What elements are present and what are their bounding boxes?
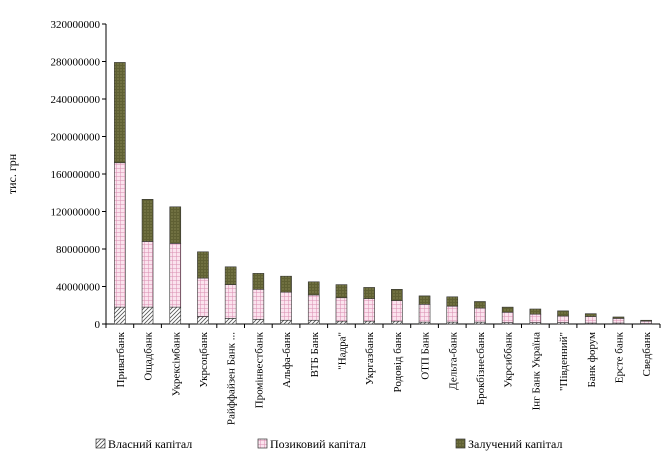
bar-segment — [336, 321, 347, 324]
bar-segment — [281, 276, 292, 292]
bar-segment — [391, 301, 402, 322]
x-tick-label: Приватбанк — [115, 331, 127, 387]
y-axis-title: тис. грн — [5, 153, 19, 194]
x-tick-label: Укргазбанк — [364, 331, 376, 385]
legend-label: Власний капітал — [108, 437, 192, 451]
x-tick-label: "Південний" — [558, 332, 570, 391]
legend-swatch — [258, 439, 267, 448]
bar-segment — [225, 267, 236, 285]
bar-segment — [558, 316, 569, 323]
bar-segment — [281, 320, 292, 324]
bar-segment — [502, 312, 513, 322]
bar-segment — [253, 273, 264, 289]
legend: Власний капітал Позиковий капітал Залучени… — [96, 437, 562, 451]
labels: 0 40000000 80000000 120000000 160000000 20000… — [5, 19, 653, 425]
bar-segment — [558, 311, 569, 316]
bar-segment — [530, 309, 541, 314]
bar-segment — [336, 298, 347, 321]
x-tick-label: Промінвестбанк — [253, 331, 265, 408]
x-tick-label: Укрексімбанк — [170, 331, 182, 396]
bar-segment — [308, 282, 319, 295]
x-tick-label: Інг Банк Україна — [530, 332, 542, 410]
y-tick-label: 200000000 — [51, 132, 101, 144]
bar-segment — [364, 299, 375, 322]
bar-segment — [364, 321, 375, 324]
axes — [102, 24, 660, 328]
bars — [114, 62, 651, 324]
y-tick-label: 0 — [95, 319, 101, 331]
x-tick-label: Райффайзен Банк ... — [226, 332, 238, 425]
y-tick-label: 80000000 — [56, 244, 101, 256]
x-tick-label: ВТБ Банк — [309, 331, 321, 377]
bar-segment — [447, 306, 458, 322]
bar-segment — [197, 317, 208, 325]
bar-segment — [585, 317, 596, 324]
x-tick-label: Ощадбанк — [143, 331, 155, 380]
x-tick-label: "Надра" — [336, 332, 348, 370]
bar-segment — [641, 320, 652, 321]
x-tick-label: Банк форум — [586, 332, 598, 388]
y-tick-label: 280000000 — [51, 57, 101, 69]
x-tick-label: Укрсиббанк — [503, 331, 515, 387]
bar-segment — [253, 319, 264, 324]
x-tick-label: ОТП Банк — [420, 331, 432, 379]
bar-segment — [391, 289, 402, 300]
bar-segment — [308, 320, 319, 324]
bar-segment — [114, 62, 125, 162]
legend-swatch — [456, 439, 465, 448]
bar-segment — [585, 314, 596, 317]
bar-segment — [308, 295, 319, 320]
x-tick-label: Укрсоцбанк — [198, 331, 210, 387]
bar-segment — [281, 292, 292, 320]
legend-swatch — [96, 439, 105, 448]
x-tick-label: Родовід банк — [392, 331, 404, 392]
bar-segment — [364, 287, 375, 298]
x-tick-label: Альфа-банк — [281, 331, 293, 387]
bar-segment — [142, 242, 153, 308]
bar-segment — [197, 278, 208, 316]
bar-segment — [641, 321, 652, 323]
bar-segment — [391, 321, 402, 324]
bar-segment — [225, 285, 236, 319]
legend-label: Залучений капітал — [468, 437, 562, 451]
y-tick-label: 40000000 — [56, 282, 101, 294]
bar-segment — [253, 289, 264, 319]
bar-segment — [114, 163, 125, 307]
bar-segment — [336, 285, 347, 298]
bar-segment — [613, 317, 624, 318]
bar-segment — [474, 308, 485, 322]
bar-segment — [613, 318, 624, 323]
y-tick-label: 120000000 — [51, 207, 101, 219]
bar-segment — [142, 307, 153, 324]
bar-segment — [170, 207, 181, 244]
bar-segment — [170, 243, 181, 307]
bar-segment — [114, 307, 125, 324]
bar-segment — [197, 252, 208, 278]
bar-segment — [474, 302, 485, 309]
bar-segment — [530, 314, 541, 322]
legend-label: Позиковий капітал — [270, 437, 366, 451]
y-tick-label: 160000000 — [51, 169, 101, 181]
y-tick-label: 240000000 — [51, 94, 101, 106]
x-tick-label: Дельта-банк — [447, 331, 459, 389]
x-tick-label: Брокбізнесбанк — [475, 331, 487, 405]
y-tick-label: 320000000 — [51, 19, 101, 31]
bar-segment — [225, 318, 236, 324]
bar-segment — [419, 304, 430, 322]
bar-segment — [170, 307, 181, 324]
x-tick-label: Ерсте банк — [613, 331, 625, 383]
bar-segment — [502, 307, 513, 312]
bar-segment — [142, 199, 153, 241]
bar-segment — [447, 297, 458, 306]
x-tick-label: Сведбанк — [641, 331, 653, 376]
bar-segment — [419, 296, 430, 304]
